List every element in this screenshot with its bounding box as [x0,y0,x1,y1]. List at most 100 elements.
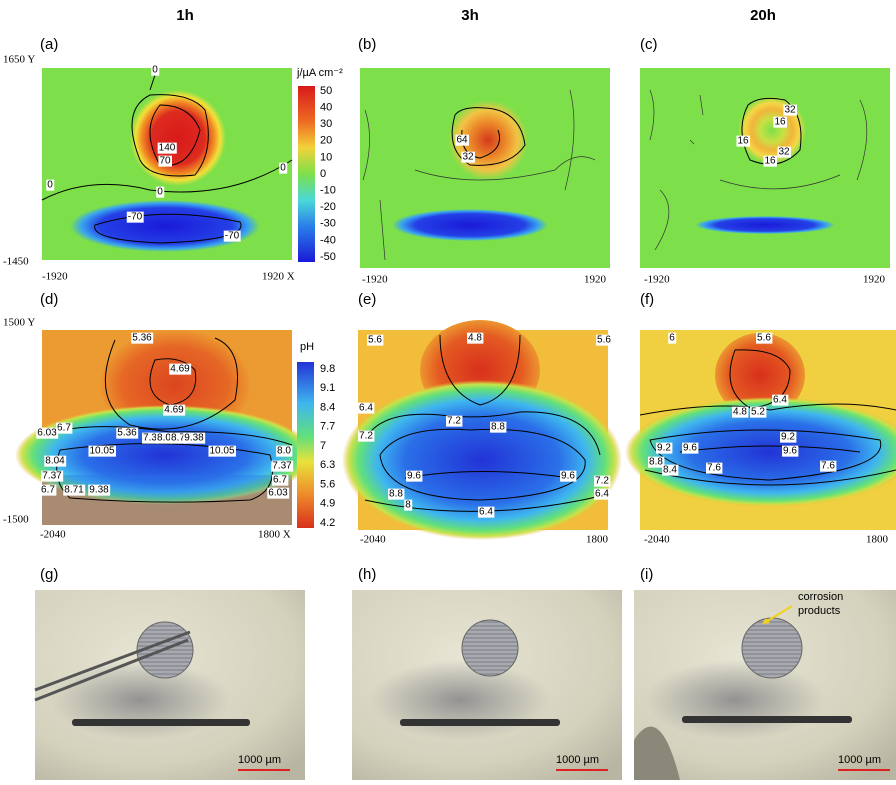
colorbar [298,86,315,262]
contour-label: 7.37 [42,471,62,482]
colorbar-tick-label: -10 [320,185,336,197]
colorbar-tick-label: 5.6 [320,478,335,490]
colorbar-tick-label: -30 [320,218,336,230]
contour-label: 4.69 [164,405,184,416]
contour-label: 6.4 [359,403,373,414]
contour-label: 4.69 [170,364,190,375]
contour-label: 0 [152,65,158,76]
axis-label: 1650 Y [3,54,35,66]
contour-label: 5.36 [117,428,137,439]
contour-label: 32 [784,105,796,116]
colorbar [297,362,314,528]
ph-map [625,330,896,530]
colorbar-tick-label: 30 [320,118,332,130]
contour-label: 16 [737,136,749,147]
contour-label: 6 [669,333,675,344]
contour-label: 16 [764,156,776,167]
annotation: products [798,605,841,617]
contour-label: 10.05 [209,446,234,457]
panel-label: (b) [358,36,376,53]
page: {"columns": ["1h", "3h", "20h"], "panel_… [0,0,896,780]
contour-label: 7.6 [707,463,721,474]
panel-label: (d) [40,291,58,308]
contour-label: 16 [774,117,786,128]
axis-label: -1920 [644,274,670,286]
contour-label: 8.8 [389,489,403,500]
colorbar-tick-label: 8.4 [320,401,335,413]
contour-label: 9.6 [783,446,797,457]
contour-label: 6.7 [41,485,55,496]
axis-label: -2040 [644,534,670,546]
colorbar-tick-label: -50 [320,251,336,263]
colorbar-tick-label: 20 [320,135,332,147]
column-header: 3h [461,7,479,24]
contour-label: 8.71 [64,485,84,496]
axis-label: 1920 [863,274,886,286]
contour-label: 9.2 [657,443,671,454]
contour-label: 6.4 [479,507,493,518]
contour-label: 7.3 [143,433,157,444]
colorbar-tick-label: 10 [320,151,332,163]
column-header: 20h [750,7,776,24]
photo [634,590,896,780]
colorbar-tick-label: 7 [320,440,326,452]
contour-label: 9.6 [561,471,575,482]
axis-label: -2040 [360,534,386,546]
contour-label: 9.38 [184,433,204,444]
contour-label: 5.36 [132,333,152,344]
panel-label: (a) [40,36,58,53]
contour-label: 8.04 [45,456,65,467]
contour-label: 8.7 [171,433,185,444]
panel-label: (f) [640,291,654,308]
photo [35,590,305,780]
contour-label: 0 [280,163,286,174]
contour-label: 9.2 [781,432,795,443]
contour-label: 64 [456,135,468,146]
contour-label: -70 [128,212,143,223]
axis-label: -1500 [3,514,29,526]
panel-label: (g) [40,566,58,583]
axis-label: -1920 [42,271,68,283]
contour-label: 7.6 [821,461,835,472]
scale-bar-label: 1000 µm [838,754,881,766]
axis-label: 1800 X [258,529,291,541]
contour-label: 6.03 [268,488,288,499]
contour-label: 6.03 [37,428,57,439]
column-header: 1h [176,7,194,24]
contour-label: 9.6 [683,443,697,454]
contour-label: 7.2 [359,431,373,442]
contour-label: 4.8 [733,407,747,418]
contour-label: 6.4 [773,395,787,406]
contour-label: 0 [47,180,53,191]
contour-label: 8.4 [663,465,677,476]
colorbar-tick-label: 0 [320,168,326,180]
axis-label: -1450 [3,256,29,268]
contour-label: 7.2 [595,476,609,487]
panel-label: (h) [358,566,376,583]
contour-label: 6.7 [273,475,287,486]
contour-label: -70 [225,231,240,242]
contour-label: 8.8 [649,457,663,468]
contour-label: 32 [462,152,474,163]
panel-label: (e) [358,291,376,308]
contour-label: 5.6 [368,335,382,346]
contour-label: 4.8 [468,333,482,344]
contour-label: 7.37 [272,461,292,472]
scale-bar-label: 1000 µm [556,754,599,766]
colorbar-tick-label: 40 [320,102,332,114]
axis-label: 1500 Y [3,317,35,329]
axis-label: -2040 [40,529,66,541]
colorbar-tick-label: 6.3 [320,459,335,471]
colorbar-tick-label: 7.7 [320,421,335,433]
contour-label: 140 [159,143,176,154]
colorbar-tick-label: 9.1 [320,382,335,394]
contour-label: 5.6 [757,333,771,344]
contour-label: 8.0 [277,446,291,457]
colorbar-title: j/µA cm⁻² [296,67,343,79]
colorbar-tick-label: -20 [320,201,336,213]
current-map [640,68,890,268]
panel-label: (c) [640,36,658,53]
contour-label: 8 [405,500,411,511]
current-map [360,68,610,268]
axis-label: 1800 [586,534,609,546]
